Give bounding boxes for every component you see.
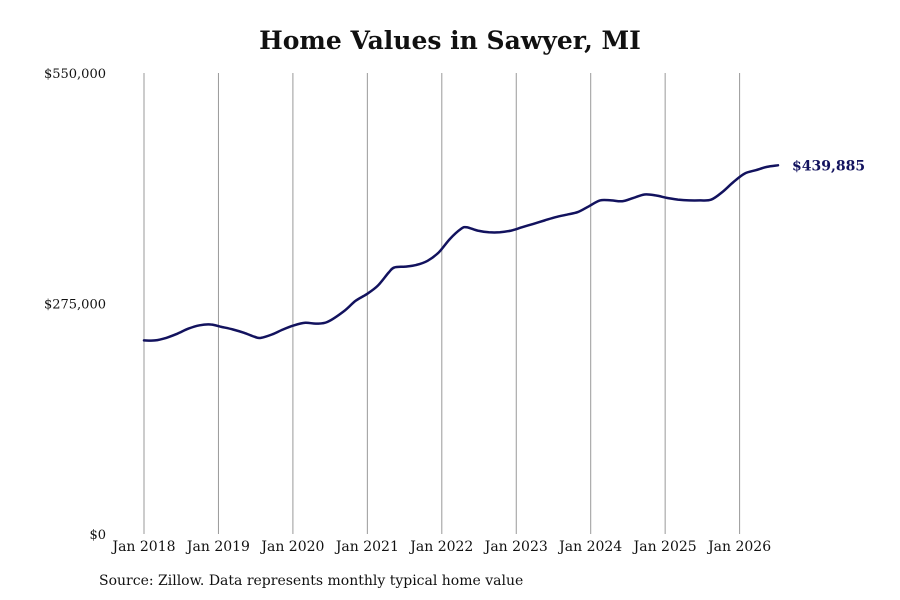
- x-tick-label: Jan 2019: [185, 539, 250, 555]
- y-tick-label: $0: [89, 528, 106, 543]
- series-layer: [142, 164, 780, 342]
- chart-title: Home Values in Sawyer, MI: [259, 26, 641, 55]
- y-tick-label: $550,000: [44, 67, 106, 82]
- x-axis-ticks: Jan 2018 Jan 2019 Jan 2020 Jan 2021 Jan 2022…: [110, 539, 771, 555]
- x-tick-label: Jan 2024: [557, 539, 622, 555]
- x-tick-label: Jan 2025: [632, 539, 697, 555]
- source-note: Source: Zillow. Data represents monthly …: [99, 573, 524, 589]
- end-label-layer: $439,885: [792, 158, 865, 174]
- end-value-label: $439,885: [792, 158, 865, 174]
- x-tick-label: Jan 2023: [483, 539, 548, 555]
- series-line-0: [142, 164, 780, 342]
- x-tick-label: Jan 2021: [334, 539, 399, 555]
- x-tick-label: Jan 2026: [706, 539, 771, 555]
- x-tick-label: Jan 2018: [110, 539, 175, 555]
- x-tick-label: Jan 2020: [259, 539, 324, 555]
- y-axis-ticks: $0 $275,000 $550,000: [44, 67, 106, 543]
- gridlines: [143, 73, 741, 534]
- x-tick-label: Jan 2022: [408, 539, 473, 555]
- y-tick-label: $275,000: [44, 298, 106, 313]
